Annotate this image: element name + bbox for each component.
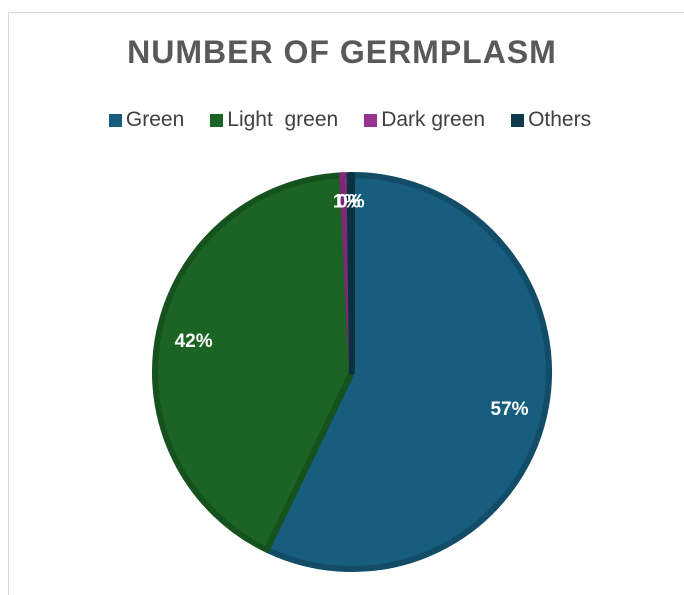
pie-slice-light-green xyxy=(152,172,355,553)
pie-slice-others xyxy=(346,172,355,375)
chart-legend: Green Light green Dark green Others xyxy=(0,108,684,132)
legend-item-others: Others xyxy=(511,108,591,132)
legend-swatch-dark-green xyxy=(364,113,378,127)
legend-label-green: Green xyxy=(125,108,185,131)
legend-label-dark-green: Dark green xyxy=(381,108,486,131)
legend-label-light-green: Light green xyxy=(227,108,339,131)
legend-item-green: Green xyxy=(108,108,185,132)
legend-swatch-green xyxy=(108,113,122,127)
legend-swatch-others xyxy=(511,113,525,127)
legend-label-others: Others xyxy=(528,108,592,131)
pie-slice-green xyxy=(263,172,552,572)
data-label-green: 57% xyxy=(491,399,529,420)
legend-swatch-light-green xyxy=(210,113,224,127)
data-label-light-green: 42% xyxy=(175,331,213,352)
data-label-others: 0% xyxy=(337,192,365,213)
legend-item-dark-green: Dark green xyxy=(364,108,485,132)
chart-title: NUMBER OF GERMPLASM xyxy=(127,34,557,70)
chart-frame xyxy=(8,12,684,595)
legend-item-light-green: Light green xyxy=(210,108,338,132)
data-label-dark-green: 1% xyxy=(333,192,361,213)
